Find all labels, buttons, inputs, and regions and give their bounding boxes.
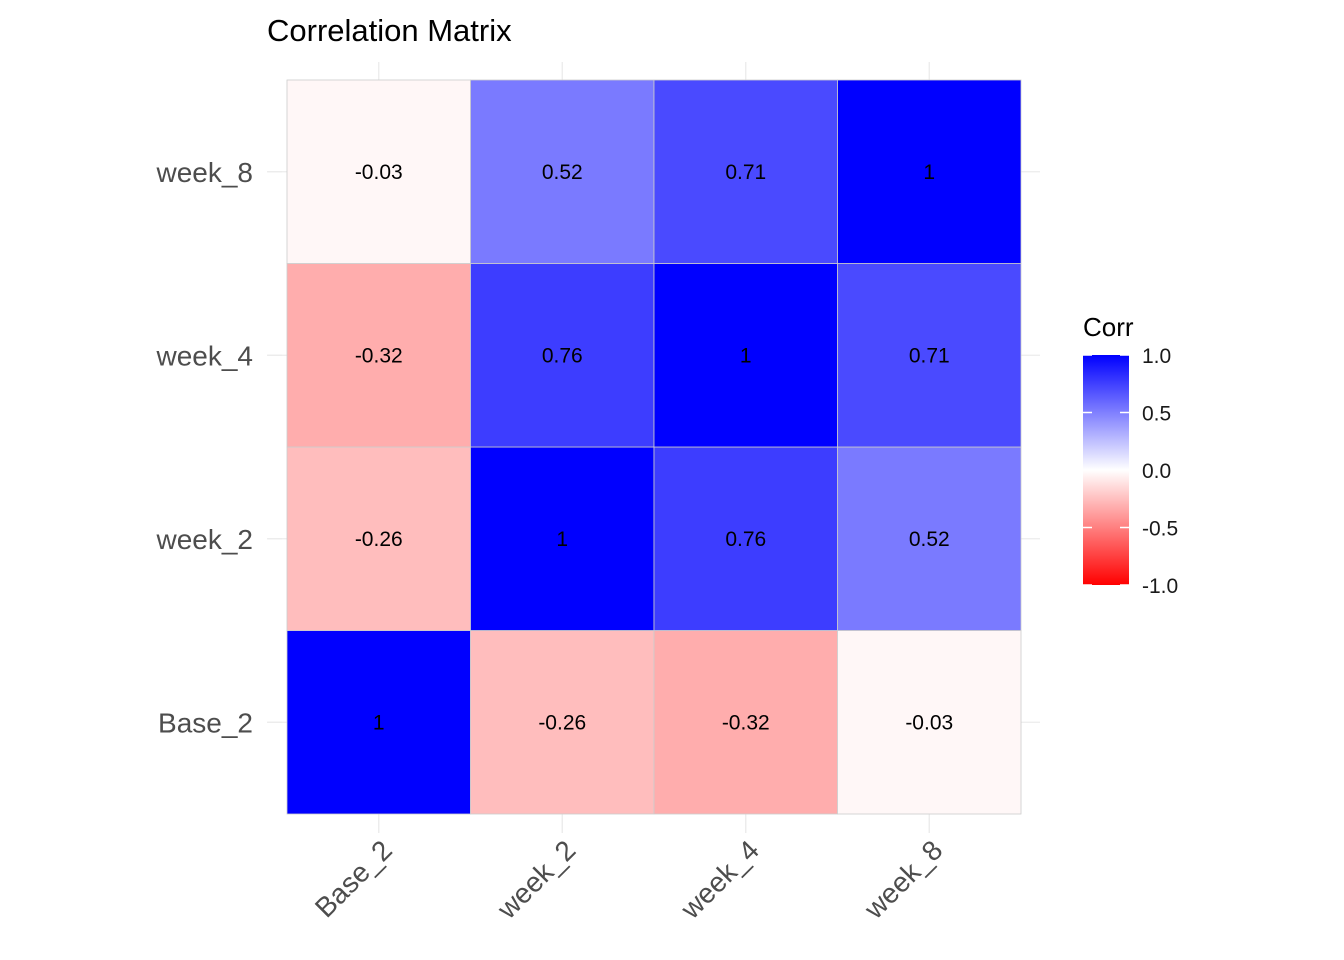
heatmap-cell: [653, 263, 838, 448]
cell-value-label: 0.71: [725, 161, 766, 184]
legend-tick-label: -1.0: [1142, 575, 1178, 598]
heatmap-cell: [286, 79, 471, 264]
cell-value-label: -0.03: [905, 711, 953, 734]
cell-value-label: 0.52: [909, 528, 950, 551]
cell-labels: 1 -0.26 -0.32 -0.03 -0.26 1 0.76 0.52 -0.32 0.76 1…: [355, 161, 953, 735]
cell-value-label: 0.52: [542, 161, 583, 184]
heatmap-cell: [653, 79, 838, 264]
x-axis: Base_2 week_2 week_4 week_8: [309, 818, 949, 925]
chart-title: Correlation Matrix: [267, 13, 512, 48]
cell-value-label: -0.03: [355, 161, 403, 184]
heatmap-cell: [837, 446, 1022, 631]
heatmap-cell: [837, 263, 1022, 448]
x-tick-label: week_4: [674, 834, 765, 925]
x-tick-label: week_8: [858, 834, 949, 925]
cell-value-label: -0.26: [355, 528, 403, 551]
legend-tick-label: 0.0: [1142, 460, 1171, 483]
cell-value-label: 1: [740, 344, 752, 367]
y-tick-label: week_8: [155, 157, 253, 188]
heatmap-cell: [837, 630, 1022, 815]
y-tick-label: week_4: [155, 340, 253, 371]
legend-tick-label: 1.0: [1142, 345, 1171, 368]
legend-title: Corr: [1083, 312, 1134, 342]
legend-tick-label: -0.5: [1142, 518, 1178, 541]
heatmap-cell: [286, 630, 471, 815]
legend: Corr 1.0 0.5 0.0 -0.5 -1.0: [1083, 312, 1178, 598]
x-tick-label: Base_2: [309, 834, 398, 923]
heatmap-cell: [653, 630, 838, 815]
y-tick-label: Base_2: [158, 707, 253, 738]
cell-value-label: 1: [923, 161, 935, 184]
cell-value-label: -0.32: [355, 344, 403, 367]
cell-value-label: -0.32: [722, 711, 770, 734]
y-axis: Base_2 week_2 week_4 week_8: [155, 157, 282, 738]
heatmap-cell: [286, 263, 471, 448]
legend-tick-label: 0.5: [1142, 403, 1171, 426]
heatmap-cells: [286, 79, 1022, 815]
cell-value-label: 0.76: [725, 528, 766, 551]
heatmap-cell: [837, 79, 1022, 264]
cell-value-label: 0.76: [542, 344, 583, 367]
cell-value-label: 0.71: [909, 344, 950, 367]
heatmap-cell: [470, 79, 655, 264]
x-tick-label: week_2: [491, 834, 582, 925]
heatmap-cell: [470, 446, 655, 631]
cell-value-label: 1: [373, 711, 385, 734]
cell-value-label: -0.26: [538, 711, 586, 734]
cell-value-label: 1: [556, 528, 568, 551]
heatmap-cell: [470, 630, 655, 815]
y-tick-label: week_2: [155, 524, 253, 555]
